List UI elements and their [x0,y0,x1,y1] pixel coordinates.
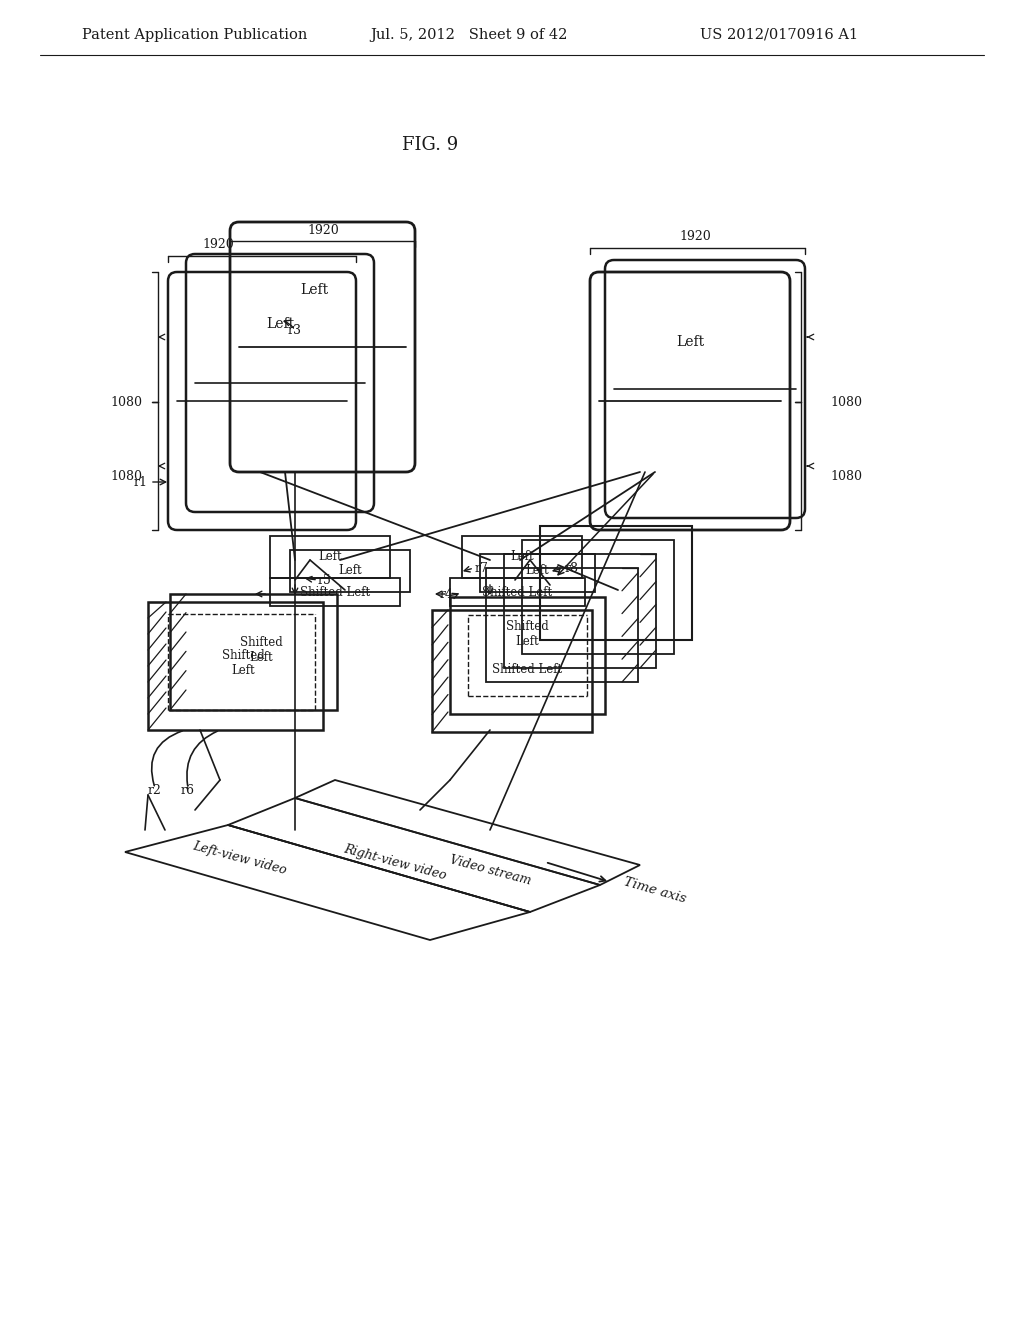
Bar [148,602,323,730]
Bar [450,597,605,714]
Text: Left: Left [525,565,549,578]
Text: 1080: 1080 [110,396,142,409]
Text: 1920: 1920 [307,223,339,236]
Text: 1080: 1080 [830,470,862,483]
Text: r8: r8 [565,561,579,574]
Text: Left: Left [338,565,361,578]
Text: 1920: 1920 [202,239,233,252]
Bar [540,525,692,640]
Text: Time axis: Time axis [622,875,687,906]
Bar [290,550,410,591]
Text: US 2012/0170916 A1: US 2012/0170916 A1 [700,28,858,42]
Bar [270,578,400,606]
Text: FIG. 9: FIG. 9 [401,136,458,154]
Text: Shifted
Left: Shifted Left [506,620,549,648]
Bar [504,554,656,668]
Text: Left: Left [510,550,534,564]
Text: 1080: 1080 [110,470,142,483]
Text: Shifted Left: Shifted Left [300,586,370,598]
Text: Shifted Left: Shifted Left [493,663,562,676]
Bar [462,536,582,578]
Text: r6: r6 [181,784,195,796]
Text: Shifted
Left: Shifted Left [222,649,265,677]
Text: Video stream: Video stream [447,853,532,887]
Text: r5: r5 [318,573,332,586]
Text: Left-view video: Left-view video [191,840,289,876]
Text: Left: Left [318,550,342,564]
Text: Right-view video: Right-view video [342,842,447,882]
Text: Shifted Left: Shifted Left [482,586,552,598]
Text: Left: Left [266,317,294,330]
Bar [480,554,595,591]
Bar [486,568,638,682]
Text: r1: r1 [134,475,148,488]
Text: Left: Left [300,282,329,297]
Bar [170,594,337,710]
Bar [270,536,390,578]
Text: r2: r2 [148,784,162,796]
Text: r3: r3 [288,323,302,337]
Text: 1920: 1920 [679,231,711,243]
Text: Shifted
Left: Shifted Left [240,636,283,664]
Text: r4: r4 [440,587,454,601]
Text: Left: Left [676,335,705,348]
Text: r7: r7 [475,561,488,574]
Bar [450,578,585,606]
Bar [522,540,674,653]
Bar [432,610,592,733]
Text: Jul. 5, 2012   Sheet 9 of 42: Jul. 5, 2012 Sheet 9 of 42 [370,28,567,42]
Text: 1080: 1080 [830,396,862,409]
Text: Patent Application Publication: Patent Application Publication [82,28,307,42]
